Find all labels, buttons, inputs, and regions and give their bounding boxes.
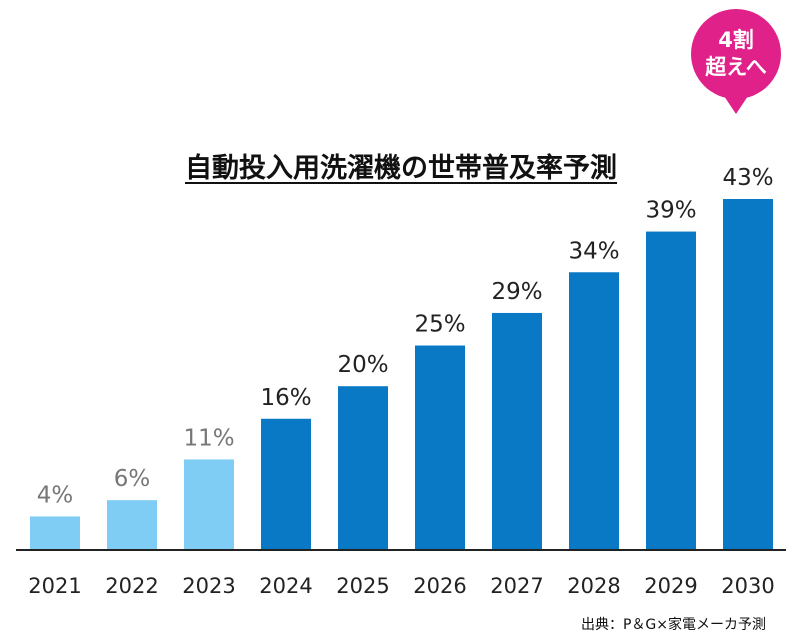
x-tick-2026: 2026 — [413, 574, 466, 598]
bar-2023 — [184, 459, 234, 549]
bar-2025 — [338, 386, 388, 549]
x-tick-2023: 2023 — [182, 574, 235, 598]
data-label-2023: 11% — [183, 425, 234, 451]
x-tick-2030: 2030 — [721, 574, 774, 598]
chart-title: 自動投入用洗濯機の世帯普及率予測 — [185, 153, 617, 184]
data-label-2025: 20% — [337, 352, 388, 378]
bar-2030 — [723, 199, 773, 549]
data-label-2026: 25% — [414, 312, 465, 338]
data-label-2028: 34% — [568, 238, 619, 264]
x-tick-2029: 2029 — [644, 574, 697, 598]
x-tick-2022: 2022 — [105, 574, 158, 598]
callout-badge: 4割 超えへ — [691, 9, 781, 99]
bar-2024 — [261, 418, 311, 549]
data-label-2024: 16% — [260, 385, 311, 411]
x-tick-2024: 2024 — [259, 574, 312, 598]
x-tick-2021: 2021 — [28, 574, 81, 598]
bar-2027 — [492, 312, 542, 549]
bar-2022 — [107, 500, 157, 549]
bar-2021 — [30, 516, 80, 549]
data-label-2029: 39% — [645, 198, 696, 224]
data-label-2022: 6% — [114, 466, 151, 492]
x-tick-2025: 2025 — [336, 574, 389, 598]
data-label-2021: 4% — [37, 482, 74, 508]
callout-pointer — [724, 96, 748, 114]
callout-line2: 超えへ — [705, 55, 767, 79]
data-label-2030: 43% — [722, 165, 773, 191]
x-tick-2027: 2027 — [490, 574, 543, 598]
callout-line1: 4割 — [718, 28, 754, 52]
bar-2028 — [569, 272, 619, 549]
bar-2029 — [646, 231, 696, 549]
source-note: 出典：P＆G×家電メーカ予測 — [580, 617, 766, 633]
data-label-2027: 29% — [491, 279, 542, 305]
x-tick-2028: 2028 — [567, 574, 620, 598]
bar-2026 — [415, 345, 465, 549]
